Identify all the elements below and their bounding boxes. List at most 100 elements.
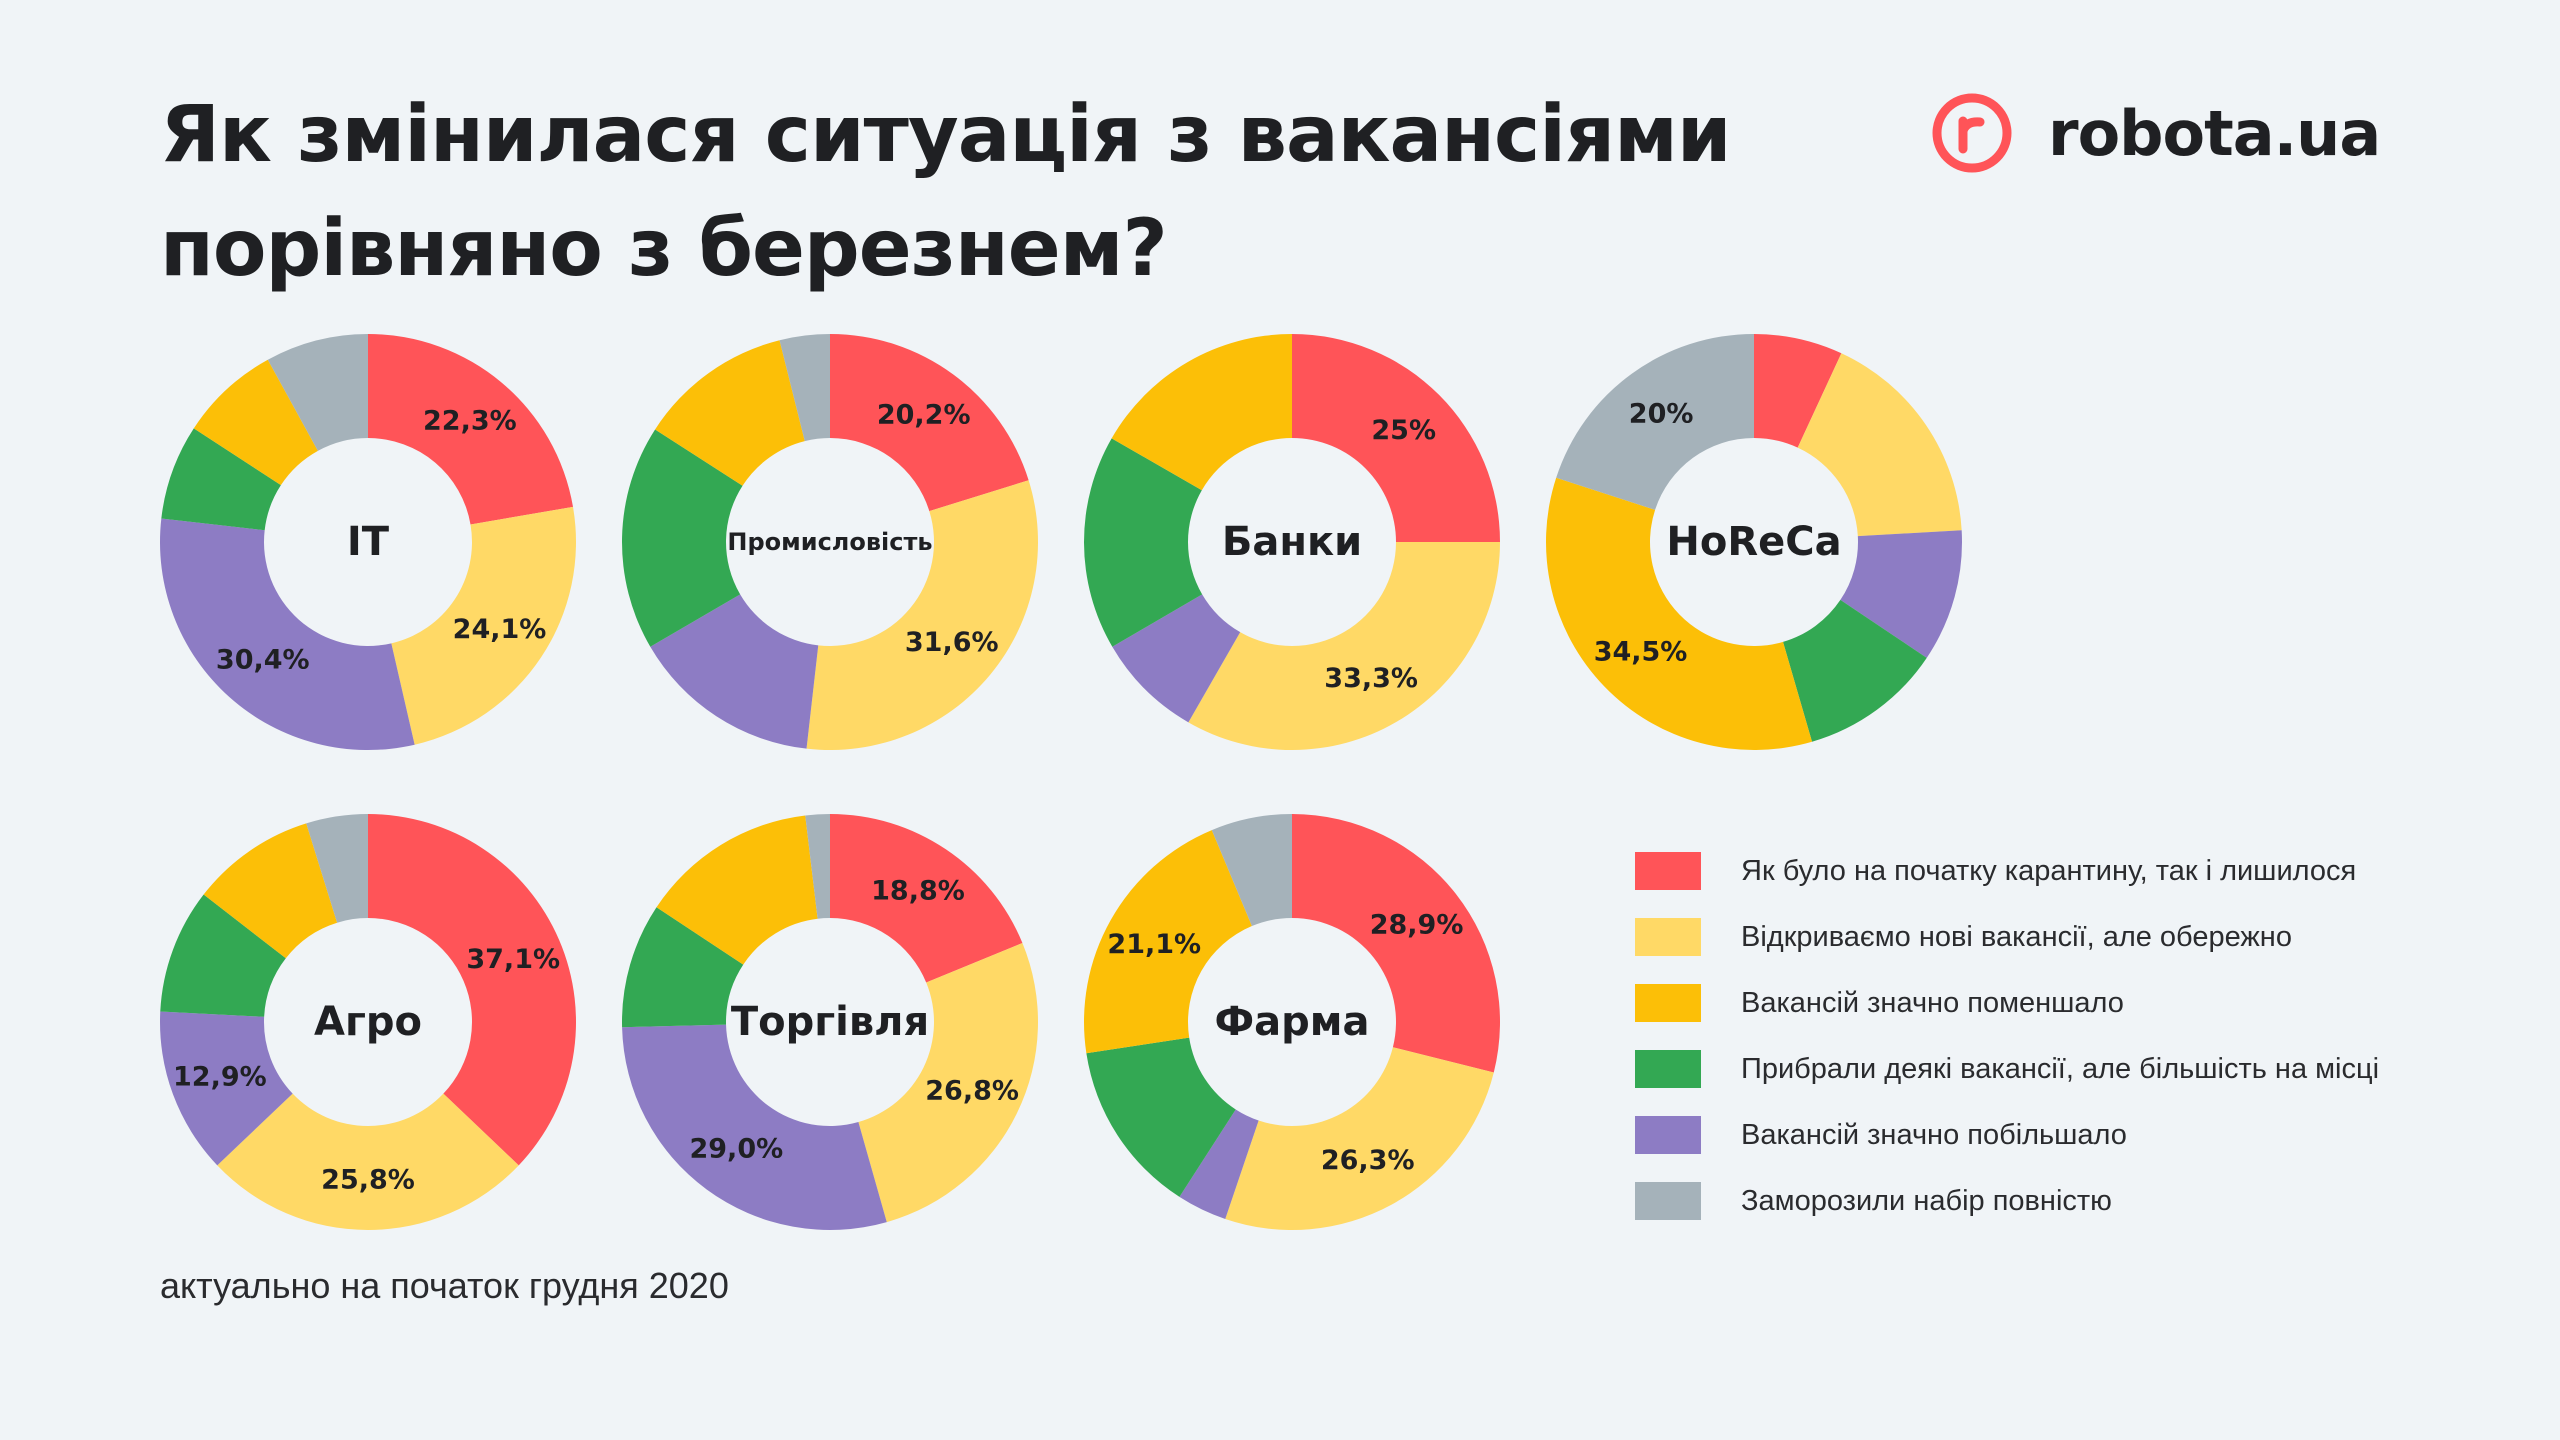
legend-item: Вакансій значно поменшало (1635, 970, 2379, 1036)
data-label: 12,9% (173, 1061, 267, 1092)
chart-center-label: IT (347, 519, 390, 565)
donut-slice (1111, 334, 1292, 491)
legend-label: Вакансій значно поменшало (1741, 986, 2124, 1019)
title-line-1: Як змінилася ситуація з вакансіями (160, 90, 1732, 180)
donut-slice (391, 506, 576, 745)
legend-label: Відкриваємо нові вакансії, але обережно (1741, 920, 2292, 953)
brand-logo: robota.ua (1930, 88, 2381, 178)
donut-slice (1086, 1037, 1236, 1197)
donut-slice (650, 594, 819, 749)
donut-slice (368, 334, 574, 525)
legend: Як було на початку карантину, так і лиши… (1635, 838, 2379, 1234)
data-label: 37,1% (466, 944, 560, 975)
donut-slice (159, 518, 415, 750)
legend-swatch (1635, 918, 1701, 956)
donut-slice (1112, 594, 1241, 723)
data-label: 25% (1371, 415, 1436, 446)
data-label: 21,1% (1107, 929, 1201, 960)
donut-slice (160, 894, 286, 1017)
donut-slice (806, 480, 1038, 750)
data-label: 26,3% (1321, 1145, 1415, 1176)
donut-slice (1797, 353, 1962, 537)
chart-center-label: HoReCa (1666, 519, 1841, 565)
donut-slice (1179, 1109, 1259, 1219)
data-label: 31,6% (905, 627, 999, 658)
donut-slice (203, 823, 338, 959)
legend-label: Як було на початку карантину, так і лиши… (1741, 854, 2357, 887)
donut-slice (805, 814, 830, 919)
chart-center-label: Фарма (1215, 999, 1370, 1045)
donut-slice (1188, 542, 1500, 751)
donut-chart: 20,2% 31,6% Промисловість (622, 334, 1038, 750)
donut-slice (267, 334, 368, 451)
donut-chart: 28,9% 26,3% 21,1% Фарма (1084, 814, 1501, 1230)
donut-slice (858, 943, 1039, 1223)
donut-slice (161, 428, 281, 531)
donut-slice (622, 429, 743, 647)
chart-center-label: Промисловість (727, 528, 932, 556)
donut-chart: 25% 33,3% Банки (1084, 334, 1500, 751)
donut-slice (830, 814, 1023, 983)
legend-label: Вакансій значно побільшало (1741, 1118, 2127, 1151)
donut-slice (368, 814, 576, 1166)
donut-slice (1556, 334, 1754, 510)
data-label: 25,8% (321, 1165, 415, 1196)
donut-chart: 18,8% 26,8% 29,0% Торгівля (622, 814, 1039, 1231)
legend-swatch (1635, 1050, 1701, 1088)
donut-slice (1546, 477, 1813, 750)
chart-center-label: Агро (314, 999, 422, 1045)
legend-label: Заморозили набір повністю (1741, 1184, 2112, 1217)
legend-label: Прибрали деякі вакансії, але більшість н… (1741, 1052, 2380, 1085)
data-label: 18,8% (871, 875, 965, 906)
legend-swatch (1635, 852, 1701, 890)
robota-logo-icon (1932, 93, 2012, 173)
donut-slice (306, 814, 368, 923)
title-line-2: порівняно з березнем? (160, 204, 1168, 294)
legend-item: Прибрали деякі вакансії, але більшість н… (1635, 1036, 2379, 1102)
data-label: 29,0% (689, 1134, 783, 1165)
donut-slice (1292, 814, 1501, 1073)
data-label: 24,1% (453, 614, 547, 645)
legend-item: Відкриваємо нові вакансії, але обережно (1635, 904, 2379, 970)
donut-slice (830, 334, 1029, 512)
donut-slice (1084, 438, 1203, 647)
donut-slice (779, 334, 830, 442)
donut-slice (622, 1024, 887, 1231)
donut-slice (656, 815, 818, 965)
donut-chart: 37,1% 25,8% 12,9% Агро (160, 814, 576, 1230)
legend-swatch (1635, 984, 1701, 1022)
data-label: 30,4% (216, 644, 310, 675)
donut-slice (1211, 814, 1292, 927)
legend-item: Заморозили набір повністю (1635, 1168, 2379, 1234)
donut-slice (1783, 599, 1927, 742)
donut-slice (1292, 334, 1500, 542)
donut-slice (622, 907, 744, 1028)
data-label: 20% (1629, 399, 1694, 430)
donut-slice (655, 340, 805, 486)
legend-swatch (1635, 1116, 1701, 1154)
donut-slice (160, 1011, 293, 1166)
donut-slice (193, 359, 318, 486)
footnote: актуально на початок грудня 2020 (160, 1265, 729, 1306)
data-label: 22,3% (423, 406, 517, 437)
legend-item: Як було на початку карантину, так і лиши… (1635, 838, 2379, 904)
donut-chart: 22,3% 24,1% 30,4% IT (159, 334, 576, 750)
donut-slice (1754, 334, 1842, 448)
page-title: Як змінилася ситуація з вакансіями порів… (160, 78, 1760, 306)
legend-item: Вакансій значно побільшало (1635, 1102, 2379, 1168)
chart-center-label: Торгівля (731, 999, 929, 1045)
donut-slice (217, 1093, 519, 1230)
donut-chart: 34,5% 20% HoReCa (1546, 334, 1962, 750)
donut-slice (1225, 1047, 1494, 1230)
data-label: 33,3% (1324, 663, 1418, 694)
legend-swatch (1635, 1182, 1701, 1220)
data-label: 34,5% (1594, 636, 1688, 667)
data-label: 20,2% (877, 399, 971, 430)
donut-slice (1084, 830, 1252, 1054)
brand-name: robota.ua (2048, 96, 2381, 170)
data-label: 28,9% (1370, 909, 1464, 940)
donut-slice (1840, 530, 1962, 658)
chart-center-label: Банки (1222, 519, 1362, 565)
data-label: 26,8% (925, 1076, 1019, 1107)
